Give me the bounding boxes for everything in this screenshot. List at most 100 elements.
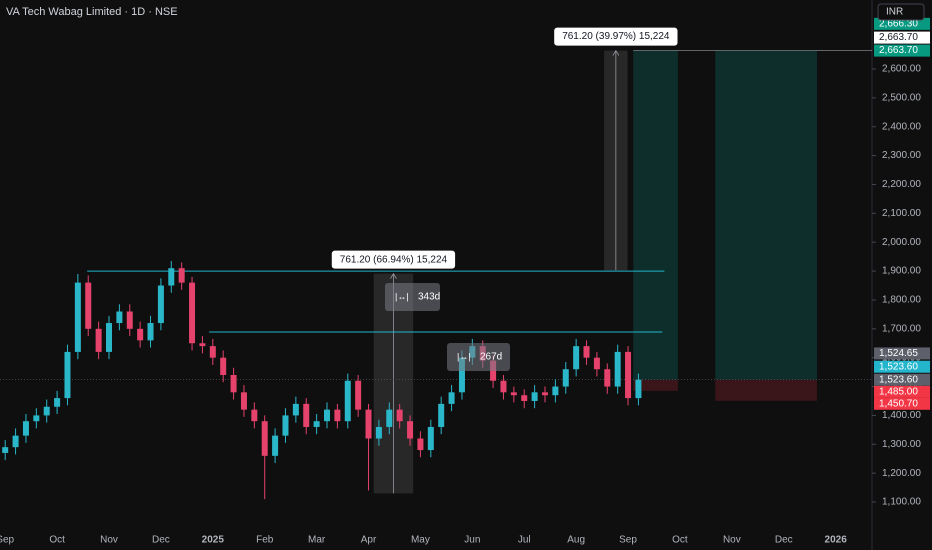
candle-body [85, 282, 92, 329]
price-label: 2,663.70 [879, 32, 918, 43]
currency-box [877, 3, 925, 21]
candle-body [126, 311, 133, 329]
candle-body [22, 421, 29, 436]
candle-body [33, 415, 40, 422]
x-tick-label: Aug [567, 535, 585, 546]
candle-body [593, 357, 600, 370]
price-label: 1,485.00 [879, 387, 918, 398]
candle-body [189, 282, 196, 344]
candle-body [375, 426, 382, 439]
position-profit-zone [633, 50, 678, 380]
candle-body [95, 328, 102, 352]
candle-body [625, 351, 632, 399]
duration-icon: |↔| [395, 291, 409, 301]
y-tick-label: 2,400.00 [882, 121, 921, 132]
x-tick-label: Apr [361, 535, 377, 546]
candle-body [344, 380, 351, 422]
duration-label: 267d [480, 352, 502, 363]
candle-body [64, 351, 71, 399]
price-label-box [874, 385, 930, 398]
candle-body [137, 328, 144, 341]
candle-body [614, 351, 621, 387]
plot: 1,100.001,200.001,300.001,400.001,500.00… [0, 27, 921, 546]
candle-body [12, 435, 19, 448]
candle-body [355, 380, 362, 410]
ruler-label-box [554, 27, 678, 46]
price-label: 1,523.60 [879, 361, 918, 372]
y-tick-label: 1,200.00 [882, 468, 921, 479]
x-tick-label: Oct [672, 535, 688, 546]
y-tick-label: 1,800.00 [882, 295, 921, 306]
candle-body [240, 392, 247, 410]
candle-body [365, 409, 372, 439]
y-tick-label: 2,000.00 [882, 237, 921, 248]
candle-body [54, 398, 61, 407]
y-tick-label: 2,600.00 [882, 64, 921, 75]
candle-body [261, 421, 268, 456]
x-tick-label: Mar [308, 535, 326, 546]
candle-body [282, 415, 289, 436]
price-label: 1,524.65 [879, 348, 918, 359]
x-tick-label: May [411, 535, 430, 546]
price-label: 2,663.70 [879, 45, 918, 56]
position-loss-zone [633, 379, 678, 391]
candle-body [334, 409, 341, 422]
price-label-box [874, 397, 930, 410]
candle-body [272, 435, 279, 456]
candle-body [209, 346, 216, 358]
duration-icon: |↔| [457, 351, 471, 361]
candle-body [2, 447, 9, 453]
candle-body [438, 403, 445, 427]
price-label-box [874, 347, 930, 360]
ruler-arrow-head [390, 272, 397, 279]
candle-body [562, 369, 569, 387]
candle-body [510, 392, 517, 396]
duration-box [385, 283, 440, 311]
x-tick-label: Sep [0, 535, 15, 546]
x-tick-label: Feb [256, 535, 274, 546]
price-label-box [874, 31, 930, 44]
x-tick-label: Nov [100, 535, 118, 546]
candle-body [604, 369, 611, 387]
chart-title: VA Tech Wabag Limited · 1D · NSE [6, 6, 178, 18]
x-tick-label: Nov [723, 535, 741, 546]
price-label: 1,450.70 [879, 398, 918, 409]
candle-body [417, 438, 424, 451]
x-tick-label: Jul [518, 535, 531, 546]
candle-body [230, 374, 237, 393]
candle-body [157, 285, 164, 324]
candle-body [147, 323, 154, 341]
currency-label: INR [886, 7, 903, 18]
candle-body [531, 392, 538, 401]
x-tick-label: 2025 [202, 535, 225, 546]
ruler-label: 761.20 (66.94%) 15,224 [340, 254, 448, 265]
y-tick-label: 2,100.00 [882, 208, 921, 219]
candle-body [635, 379, 642, 399]
y-tick-label: 1,300.00 [882, 439, 921, 450]
candle-body [386, 409, 393, 427]
candle-body [542, 392, 548, 396]
candle-body [573, 346, 580, 370]
candle-body [220, 357, 227, 375]
ruler-arrow-head [612, 49, 620, 56]
candle-body [292, 403, 299, 416]
candle-body [74, 282, 81, 352]
price-label-box [874, 17, 930, 30]
y-tick-label: 2,200.00 [882, 179, 921, 190]
candle-body [106, 323, 112, 352]
candle-body [407, 421, 414, 439]
candle-body [500, 380, 507, 393]
x-tick-label: Oct [49, 535, 65, 546]
ruler-label: 761.20 (39.97%) 15,224 [562, 31, 670, 42]
x-tick-label: 2026 [825, 535, 848, 546]
price-label: 1,523.60 [879, 374, 918, 385]
price-label-box [874, 373, 930, 386]
candle-body [199, 343, 206, 347]
candle-body [251, 409, 258, 422]
y-tick-label: 1,400.00 [882, 410, 921, 421]
y-tick-label: 1,100.00 [882, 497, 921, 508]
ruler-label-box [331, 250, 456, 269]
price-label: 2,666.30 [879, 18, 918, 29]
candle-body [178, 268, 185, 283]
y-tick-label: 2,500.00 [882, 93, 921, 104]
